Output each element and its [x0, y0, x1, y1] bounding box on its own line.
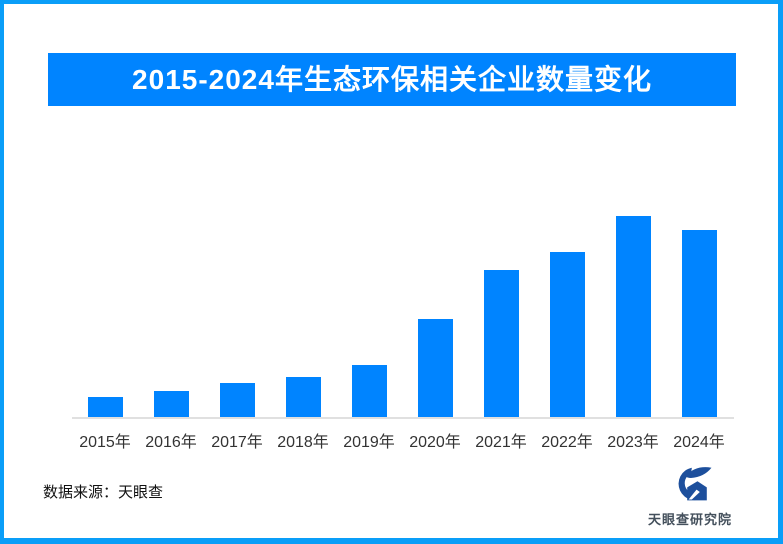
x-axis-label-2024年: 2024年: [673, 434, 725, 451]
x-axis-line: [72, 417, 734, 419]
bar-column: [666, 216, 732, 417]
bars: [72, 216, 732, 417]
x-axis-label-2018年: 2018年: [277, 434, 329, 451]
bar-column: [534, 216, 600, 417]
x-axis-label-2015年: 2015年: [79, 434, 131, 451]
data-source-note: 数据来源：天眼查: [43, 484, 164, 501]
bar-2019年: [351, 365, 387, 417]
bar-2016年: [153, 391, 189, 417]
x-axis-label-2021年: 2021年: [475, 434, 527, 451]
x-axis-labels: 2015年 2016年 2017年 2018年 2019年 2020年 2021年 2022年…: [72, 428, 732, 452]
tianyancha-logo-icon: [678, 467, 712, 501]
x-axis-label-2017年: 2017年: [211, 434, 263, 451]
x-axis-label-2020年: 2020年: [409, 434, 461, 451]
bar-2023年: [615, 216, 651, 417]
tianyancha-logo-text: 天眼查研究院: [647, 512, 732, 527]
chart-title-banner: 2015-2024年生态环保相关企业数量变化: [48, 53, 736, 106]
x-axis-label-2019年: 2019年: [343, 434, 395, 451]
bar-column: [270, 216, 336, 417]
tianyancha-research-logo: 天眼查研究院: [630, 464, 750, 528]
bar-2018年: [285, 377, 321, 417]
bar-column: [402, 216, 468, 417]
x-axis-label-2023年: 2023年: [607, 434, 659, 451]
x-axis-label-2022年: 2022年: [541, 434, 593, 451]
bar-2020年: [417, 319, 453, 417]
x-axis-label-2016年: 2016年: [145, 434, 197, 451]
bar-2024年: [681, 230, 717, 417]
bar-2021年: [483, 270, 519, 417]
bar-2022年: [549, 252, 585, 417]
bar-column: [138, 216, 204, 417]
bar-2015年: [87, 397, 123, 417]
bar-2017年: [219, 383, 255, 417]
bar-column: [204, 216, 270, 417]
bar-column: [72, 216, 138, 417]
bar-column: [336, 216, 402, 417]
bar-column: [468, 216, 534, 417]
bar-column: [600, 216, 666, 417]
